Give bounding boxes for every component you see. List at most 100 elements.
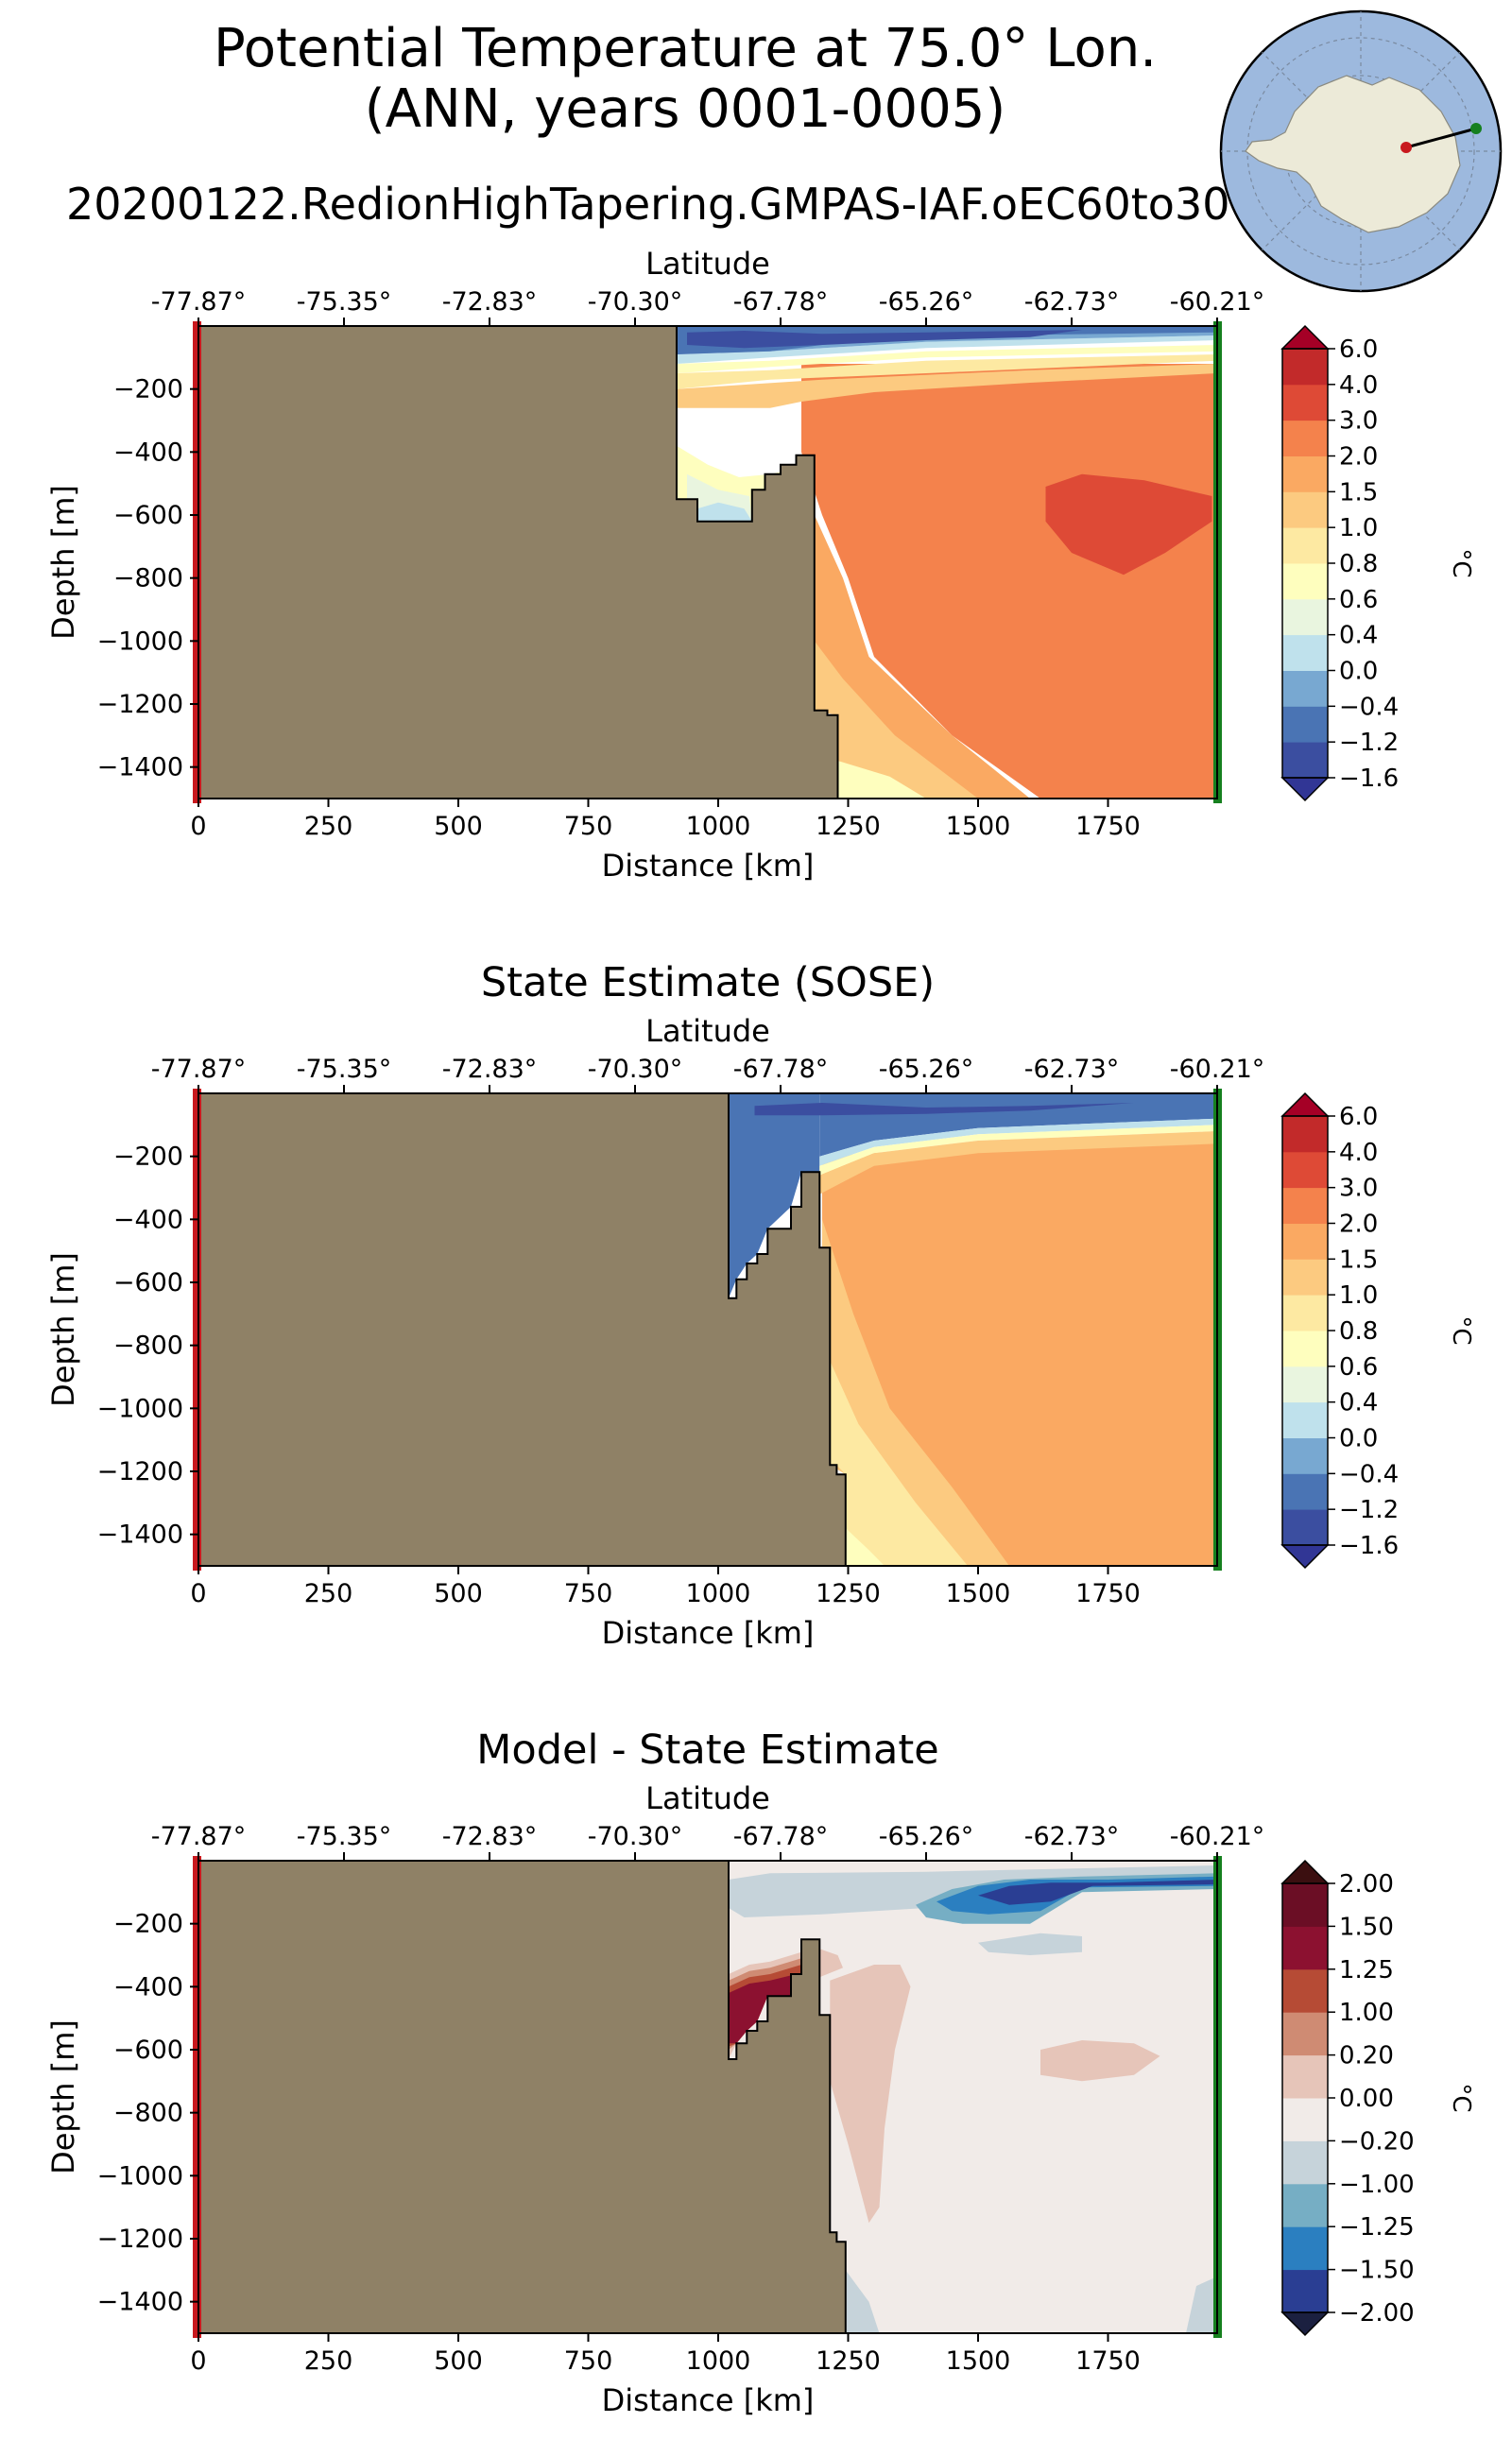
colorbar-segment — [1282, 634, 1328, 671]
colorbar-segment — [1282, 2012, 1328, 2056]
transect-end-marker — [1470, 123, 1482, 134]
colorbar-tick-label: 1.00 — [1339, 1999, 1394, 2027]
y-tick-label: −800 — [113, 564, 183, 593]
y-tick-label: −1400 — [97, 2288, 183, 2317]
colorbar-segment — [1282, 706, 1328, 743]
colorbar-tick-label: 1.5 — [1339, 1246, 1378, 1274]
colorbar-segment — [1282, 742, 1328, 779]
latitude-axis-label: Latitude — [645, 246, 770, 282]
colorbar-segment — [1282, 1883, 1328, 1927]
figure-title-line2: (ANN, years 0001-0005) — [365, 78, 1006, 140]
colorbar-tick-label: 0.4 — [1339, 1389, 1378, 1418]
colorbar-segment — [1282, 455, 1328, 492]
x-tick-label: 1250 — [816, 1579, 881, 1608]
seafloor-bathymetry — [198, 1861, 847, 2333]
y-tick-label: −400 — [113, 1972, 183, 2002]
latitude-tick-label: -67.78° — [733, 287, 829, 317]
x-tick-label: 1000 — [686, 2346, 751, 2376]
latitude-tick-label: -77.87° — [151, 287, 247, 317]
latitude-axis-label: Latitude — [645, 1780, 770, 1816]
y-tick-label: −400 — [113, 438, 183, 467]
colorbar-segment — [1282, 2226, 1328, 2271]
y-tick-label: −1000 — [97, 2161, 183, 2191]
x-axis-label: Distance [km] — [602, 848, 815, 884]
y-tick-label: −1000 — [97, 1394, 183, 1423]
colorbar-tick-label: 0.8 — [1339, 550, 1378, 578]
colorbar-segment — [1282, 1223, 1328, 1260]
latitude-tick-label: -75.35° — [297, 287, 392, 317]
contour-region — [677, 354, 1217, 389]
contour-field — [198, 1861, 1217, 2333]
contour-region — [936, 1876, 1217, 1915]
latitude-tick-label: -77.87° — [151, 1055, 247, 1084]
latitude-tick-label: -62.73° — [1024, 287, 1120, 317]
colorbar-tick-label: 2.0 — [1339, 443, 1378, 472]
contour-region — [830, 1965, 911, 2224]
contour-region — [677, 364, 1217, 408]
colorbar-tick-label: −0.4 — [1339, 693, 1399, 721]
latitude-tick-label: -60.21° — [1170, 1822, 1265, 1851]
axes-frame — [198, 1092, 1218, 1567]
contour-region — [754, 1103, 1134, 1116]
colorbar-under-arrow — [1280, 2311, 1330, 2337]
transect-line — [1405, 127, 1477, 149]
latitude-tick-label: -65.26° — [879, 1822, 974, 1851]
colorbar-segment — [1282, 563, 1328, 600]
colorbar-segment — [1282, 1473, 1328, 1510]
colorbar-tick-label: 2.0 — [1339, 1211, 1378, 1239]
x-tick-label: 1250 — [816, 2346, 881, 2376]
contour-region — [697, 502, 752, 522]
x-tick-label: 1500 — [946, 812, 1011, 841]
colorbar-segment — [1282, 384, 1328, 421]
x-tick-label: 500 — [434, 812, 483, 841]
contour-region — [729, 1093, 820, 1298]
x-tick-label: 0 — [190, 812, 206, 841]
contour-region — [837, 761, 926, 799]
colorbar: −1.6 −1.2 −0.4 0.0 0.4 0.6 0.8 1.0 1.5 2.0 3.0 4.0 6… — [1280, 1091, 1475, 1570]
panel-difference: Model - State Estimate Latitude Distance [… — [45, 1727, 1475, 2418]
contour-region — [687, 330, 1082, 349]
section-start-line — [193, 1856, 201, 2338]
contour-region — [819, 1118, 1217, 1166]
latitude-tick-label: -65.26° — [879, 1055, 974, 1084]
colorbar-segment — [1282, 527, 1328, 564]
x-tick-label: 1000 — [686, 812, 751, 841]
colorbar-segment — [1282, 2098, 1328, 2141]
x-tick-label: 1250 — [816, 812, 881, 841]
colorbar-tick-label: 1.5 — [1339, 478, 1378, 507]
latitude-tick-label: -75.35° — [297, 1055, 392, 1084]
x-tick-label: 500 — [434, 2346, 483, 2376]
colorbar-tick-label: −1.00 — [1339, 2171, 1415, 2199]
x-tick-label: 1500 — [946, 2346, 1011, 2376]
panel-state-estimate: State Estimate (SOSE) Latitude Distance [k… — [45, 959, 1475, 1651]
x-tick-label: 750 — [564, 2346, 613, 2376]
x-tick-label: 750 — [564, 1579, 613, 1608]
panel-model: Latitude Distance [km] Depth [m] 0 250 500 750… — [45, 246, 1475, 884]
colorbar-tick-label: 0.20 — [1339, 2042, 1394, 2070]
colorbar-tick-label: −1.50 — [1339, 2257, 1415, 2285]
y-tick-label: −1400 — [97, 1521, 183, 1550]
transect-start-marker — [1400, 142, 1412, 153]
x-tick-label: 250 — [304, 812, 353, 841]
colorbar: −2.00 −1.50 −1.25 −1.00 −0.20 0.00 0.20 1.00 1.2… — [1280, 1859, 1475, 2337]
latitude-tick-label: -70.30° — [588, 1822, 683, 1851]
colorbar-tick-label: 0.8 — [1339, 1317, 1378, 1346]
x-tick-label: 0 — [190, 2346, 206, 2376]
y-tick-label: −600 — [113, 501, 183, 530]
colorbar-tick-label: −2.00 — [1339, 2299, 1415, 2328]
contour-region — [677, 345, 1217, 373]
colorbar-tick-label: 1.0 — [1339, 1281, 1378, 1310]
latitude-tick-label: -62.73° — [1024, 1822, 1120, 1851]
panel-title: State Estimate (SOSE) — [481, 959, 935, 1006]
colorbar-unit-label: °C — [1447, 548, 1475, 577]
y-tick-label: −800 — [113, 1332, 183, 1361]
colorbar-tick-label: 0.4 — [1339, 622, 1378, 650]
axes-frame — [198, 1860, 1218, 2334]
colorbar-segment — [1282, 420, 1328, 456]
colorbar-unit-label: °C — [1447, 2083, 1475, 2112]
x-tick-label: 0 — [190, 1579, 206, 1608]
colorbar-tick-label: 6.0 — [1339, 335, 1378, 364]
latitude-tick-label: -67.78° — [733, 1822, 829, 1851]
colorbar-over-arrow — [1280, 324, 1330, 350]
y-tick-label: −200 — [113, 1143, 183, 1172]
